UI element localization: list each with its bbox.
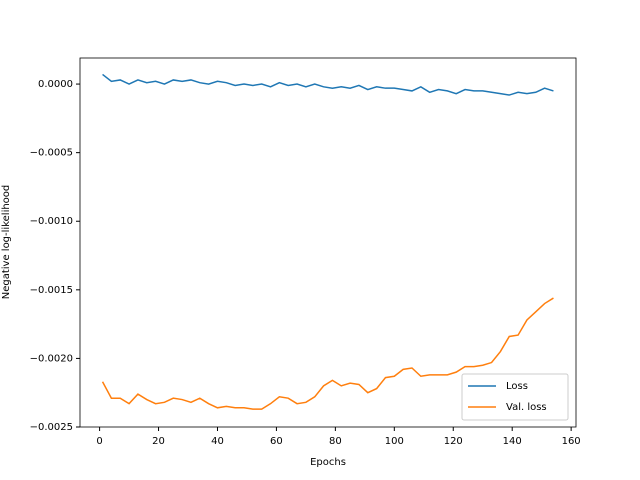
x-tick-label: 20 [152, 436, 165, 447]
y-tick-label: −0.0020 [30, 353, 73, 364]
x-tick-label: 100 [385, 436, 404, 447]
line [101, 297, 554, 410]
y-tick-label: −0.0010 [30, 216, 73, 227]
x-tick-label: 160 [562, 436, 581, 447]
x-tick-label: 40 [211, 436, 224, 447]
y-tick-label: 0.0000 [38, 79, 73, 90]
legend-label: Val. loss [506, 402, 547, 413]
legend-label: Loss [506, 381, 528, 392]
y-tick-label: −0.0005 [30, 148, 73, 159]
plot-frame [79, 57, 577, 428]
x-axis-label: Epochs [310, 457, 346, 468]
x-tick-label: 80 [329, 436, 342, 447]
x-tick-label: 60 [270, 436, 283, 447]
x-tick-label: 0 [96, 436, 102, 447]
y-tick-label: −0.0015 [30, 285, 73, 296]
x-tick-label: 120 [444, 436, 463, 447]
line [102, 73, 554, 96]
y-tick-label: −0.0025 [30, 422, 73, 433]
y-axis-label: Negative log-likelihood [1, 185, 12, 300]
x-tick-label: 140 [503, 436, 522, 447]
